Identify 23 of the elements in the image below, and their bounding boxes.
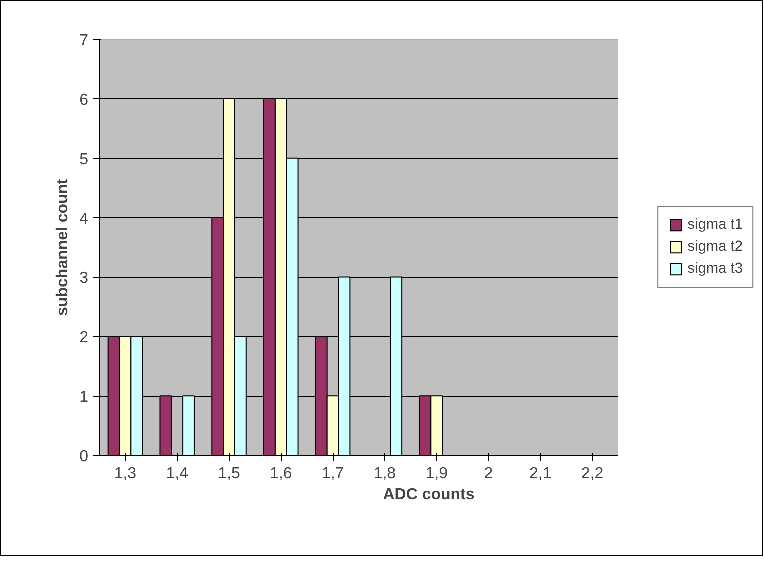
legend-label: sigma t3 bbox=[688, 261, 743, 277]
x-tick-label: 1,4 bbox=[166, 466, 189, 482]
y-tick-label: 2 bbox=[80, 330, 89, 347]
x-tick-label: 2 bbox=[484, 466, 494, 482]
x-tick-label: 1,5 bbox=[218, 466, 240, 482]
y-axis-title: subchannel count bbox=[54, 178, 72, 316]
y-tick-label: 4 bbox=[80, 210, 89, 228]
y-tick-label: 0 bbox=[80, 448, 89, 466]
legend-label: sigma t2 bbox=[688, 239, 743, 255]
x-tick-label: 1,6 bbox=[270, 466, 292, 482]
x-tick-label: 2,1 bbox=[530, 466, 552, 482]
y-tick-label: 6 bbox=[80, 92, 89, 109]
x-tick-label: 1,9 bbox=[426, 466, 448, 482]
x-tick-label: 2,2 bbox=[581, 466, 604, 482]
y-tick-label: 3 bbox=[80, 270, 89, 288]
y-tick-label: 5 bbox=[80, 151, 89, 168]
y-tick-label: 7 bbox=[80, 32, 89, 50]
x-tick-label: 1,3 bbox=[114, 466, 137, 482]
legend-label: sigma t1 bbox=[688, 217, 743, 233]
x-tick-label: 1,8 bbox=[374, 466, 396, 482]
x-axis-title: ADC counts bbox=[383, 486, 475, 504]
y-tick-label: 1 bbox=[80, 389, 89, 406]
x-tick-label: 1,7 bbox=[322, 466, 344, 482]
